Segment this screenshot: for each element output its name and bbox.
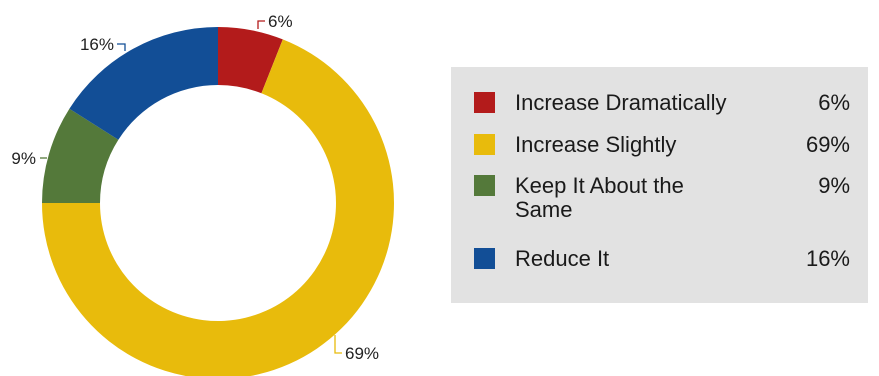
legend-swatch xyxy=(474,134,495,155)
legend-value: 9% xyxy=(818,173,850,198)
slice-increase-slightly xyxy=(42,39,394,376)
legend-item-reduce-it: Reduce It 16% xyxy=(474,247,850,271)
data-label-reduce-it: 16% xyxy=(80,35,114,54)
legend-label: Reduce It xyxy=(515,246,610,271)
leader-line-reduce-it xyxy=(117,43,126,51)
leader-line-increase-slightly xyxy=(334,335,342,354)
legend: Increase Dramatically 6% Increase Slight… xyxy=(451,67,868,303)
data-label-keep-it-about-the-same: 9% xyxy=(11,149,36,168)
legend-label: Increase Slightly xyxy=(515,132,677,157)
leader-line-increase-dramatically xyxy=(257,20,265,29)
slice-reduce-it xyxy=(69,27,218,140)
slice-increase-dramatically xyxy=(218,27,283,94)
legend-item-increase-slightly: Increase Slightly 69% xyxy=(474,133,850,157)
data-label-increase-dramatically: 6% xyxy=(268,12,293,31)
legend-value: 69% xyxy=(805,132,850,157)
legend-swatch xyxy=(474,175,495,196)
legend-value: 16% xyxy=(805,246,850,271)
legend-value: 6% xyxy=(818,90,850,115)
legend-label: Increase Dramatically xyxy=(515,90,727,115)
legend-swatch xyxy=(474,248,495,269)
legend-item-keep-it-about-the-same: Keep It About the Same 9% xyxy=(474,174,850,222)
donut-chart: 6% 69% 9% 16% xyxy=(11,12,394,376)
legend-item-increase-dramatically: Increase Dramatically 6% xyxy=(474,91,850,115)
slice-keep-it-about-the-same xyxy=(42,108,119,203)
legend-swatch xyxy=(474,92,495,113)
data-label-increase-slightly: 69% xyxy=(345,344,379,363)
legend-label: Keep It About the Same xyxy=(515,173,684,222)
